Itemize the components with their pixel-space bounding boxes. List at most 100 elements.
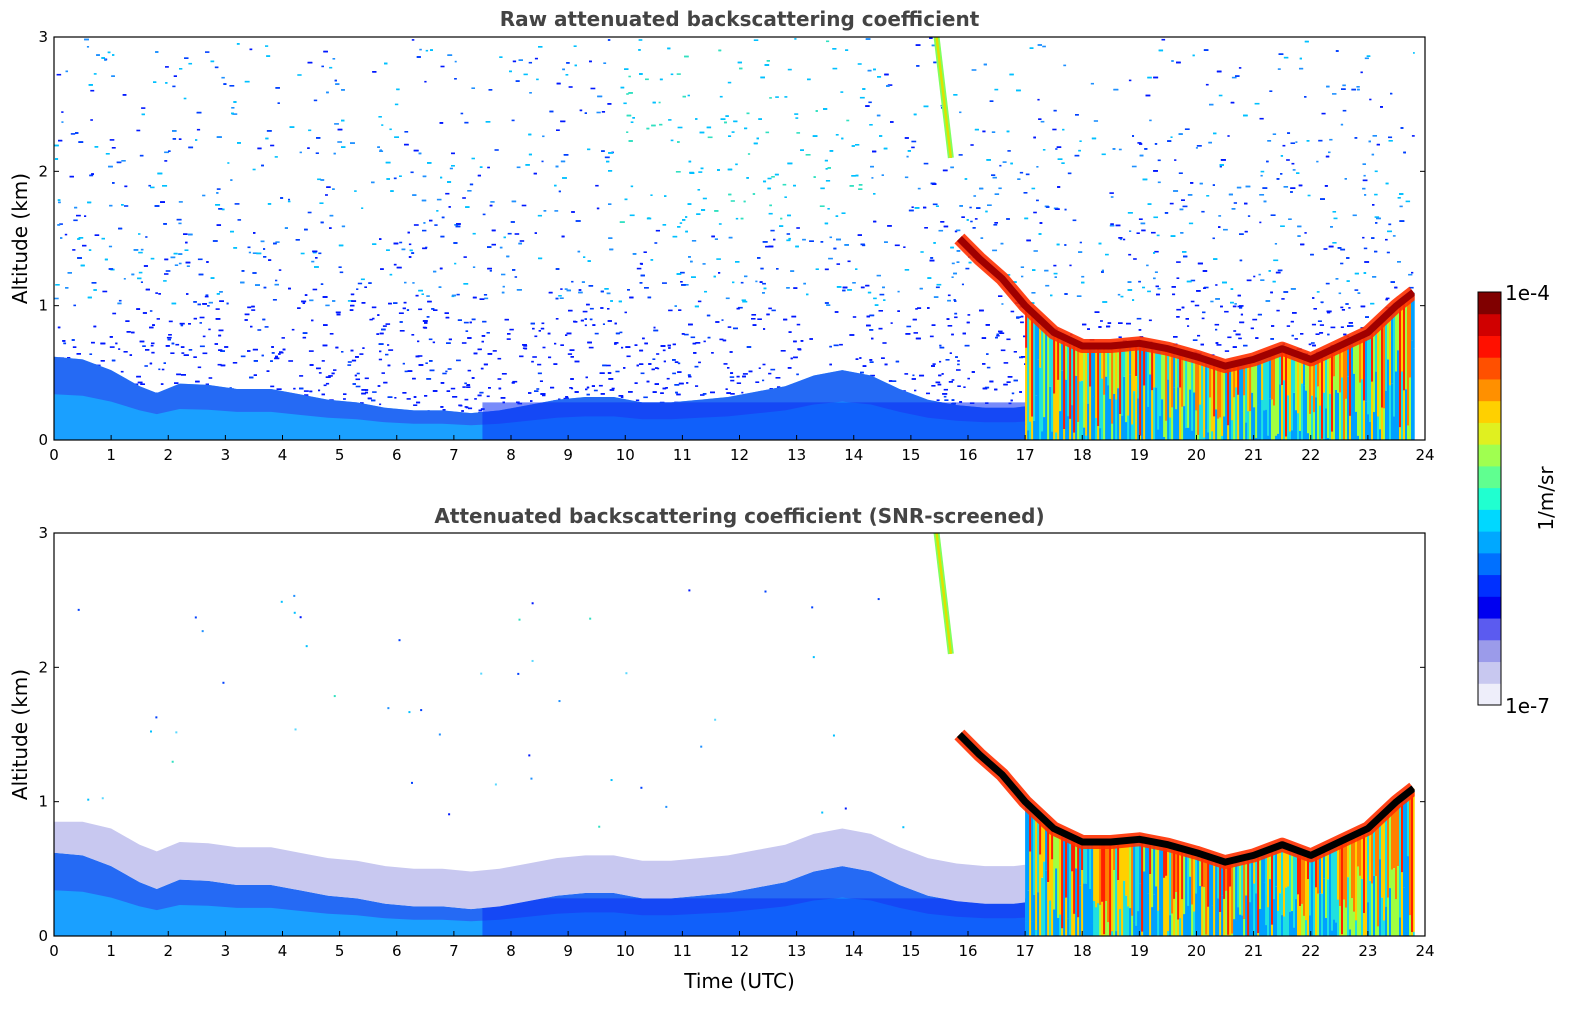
noise-pixel bbox=[771, 309, 776, 312]
noise-pixel bbox=[1280, 225, 1285, 227]
noise-pixel bbox=[650, 194, 653, 196]
noise-pixel bbox=[954, 230, 958, 233]
noise-pixel bbox=[100, 360, 105, 362]
noise-pixel bbox=[680, 281, 683, 283]
noise-pixel bbox=[412, 282, 415, 284]
noise-pixel bbox=[728, 135, 732, 137]
noise-pixel bbox=[676, 393, 681, 396]
noise-pixel bbox=[273, 242, 277, 245]
noise-pixel bbox=[1057, 158, 1063, 160]
noise-pixel bbox=[1093, 120, 1099, 122]
noise-pixel bbox=[586, 303, 590, 306]
noise-pixel bbox=[1267, 140, 1272, 142]
noise-pixel bbox=[574, 360, 580, 363]
noise-pixel bbox=[646, 127, 650, 130]
noise-pixel bbox=[1212, 237, 1215, 240]
noise-pixel bbox=[905, 333, 911, 335]
noise-pixel bbox=[377, 146, 380, 148]
noise-pixel bbox=[1351, 88, 1357, 91]
noise-pixel bbox=[193, 317, 197, 320]
noise-pixel bbox=[1182, 205, 1188, 208]
noise-pixel bbox=[1304, 232, 1307, 234]
noise-pixel bbox=[150, 257, 155, 260]
noise-pixel bbox=[1369, 98, 1372, 101]
noise-pixel bbox=[1245, 185, 1251, 188]
noise-pixel bbox=[408, 256, 412, 258]
noise-pixel bbox=[567, 353, 573, 355]
noise-pixel bbox=[920, 251, 924, 253]
noise-pixel bbox=[881, 174, 884, 176]
noise-pixel bbox=[479, 391, 484, 394]
noise-pixel bbox=[410, 171, 414, 174]
noise-pixel bbox=[825, 168, 828, 170]
noise-pixel bbox=[93, 73, 97, 75]
noise-pixel bbox=[244, 319, 248, 321]
noise-pixel bbox=[703, 340, 706, 343]
noise-pixel bbox=[537, 372, 542, 375]
noise-pixel bbox=[1321, 301, 1324, 304]
noise-pixel bbox=[312, 288, 318, 291]
noise-pixel bbox=[887, 84, 893, 86]
noise-pixel bbox=[892, 380, 897, 382]
noise-pixel bbox=[956, 369, 961, 371]
noise-pixel bbox=[247, 306, 252, 309]
noise-pixel bbox=[697, 189, 701, 191]
noise-pixel bbox=[670, 139, 674, 142]
noise-pixel bbox=[607, 320, 612, 322]
noise-pixel bbox=[394, 136, 400, 138]
noise-pixel bbox=[378, 358, 383, 361]
noise-pixel bbox=[266, 370, 270, 372]
noise-pixel bbox=[794, 38, 797, 40]
noise-pixel bbox=[221, 76, 225, 79]
noise-pixel bbox=[151, 351, 155, 354]
noise-pixel bbox=[149, 310, 153, 312]
noise-pixel bbox=[608, 152, 614, 154]
noise-pixel bbox=[488, 89, 493, 91]
noise-pixel bbox=[596, 207, 600, 210]
noise-pixel bbox=[935, 205, 939, 207]
noise-pixel bbox=[558, 295, 562, 297]
noise-pixel bbox=[221, 208, 225, 211]
noise-pixel bbox=[1214, 323, 1220, 326]
noise-pixel bbox=[232, 362, 238, 364]
noise-pixel bbox=[509, 328, 514, 331]
noise-pixel bbox=[806, 293, 809, 296]
noise-pixel bbox=[528, 61, 533, 64]
noise-pixel bbox=[188, 349, 193, 351]
noise-pixel bbox=[951, 262, 955, 265]
noise-pixel bbox=[907, 150, 911, 152]
noise-pixel bbox=[155, 292, 158, 294]
noise-pixel bbox=[691, 276, 696, 278]
noise-pixel bbox=[944, 399, 949, 401]
noise-pixel bbox=[870, 165, 874, 168]
noise-pixel bbox=[454, 78, 457, 80]
noise-pixel bbox=[659, 123, 663, 126]
noise-pixel bbox=[179, 68, 183, 70]
noise-pixel bbox=[585, 376, 588, 379]
noise-pixel bbox=[121, 160, 126, 162]
noise-pixel bbox=[472, 266, 476, 268]
noise-pixel bbox=[851, 175, 856, 177]
noise-pixel bbox=[809, 338, 813, 340]
noise-pixel bbox=[289, 126, 295, 128]
noise-pixel bbox=[1079, 241, 1082, 244]
noise-pixel bbox=[464, 382, 467, 385]
noise-pixel bbox=[563, 397, 569, 400]
noise-pixel bbox=[136, 129, 141, 132]
noise-pixel bbox=[485, 121, 491, 123]
noise-pixel bbox=[139, 340, 145, 343]
noise-pixel bbox=[943, 395, 947, 398]
noise-pixel bbox=[195, 380, 200, 383]
noise-pixel bbox=[263, 286, 267, 289]
noise-pixel bbox=[915, 308, 918, 310]
noise-pixel bbox=[662, 349, 666, 352]
noise-pixel bbox=[1244, 230, 1248, 233]
noise-pixel bbox=[138, 271, 143, 274]
noise-pixel bbox=[951, 276, 954, 278]
noise-pixel bbox=[964, 178, 968, 180]
noise-pixel bbox=[1232, 305, 1237, 308]
noise-pixel bbox=[917, 187, 921, 190]
noise-pixel bbox=[487, 246, 492, 248]
noise-pixel bbox=[88, 249, 92, 251]
noise-pixel bbox=[319, 202, 324, 204]
